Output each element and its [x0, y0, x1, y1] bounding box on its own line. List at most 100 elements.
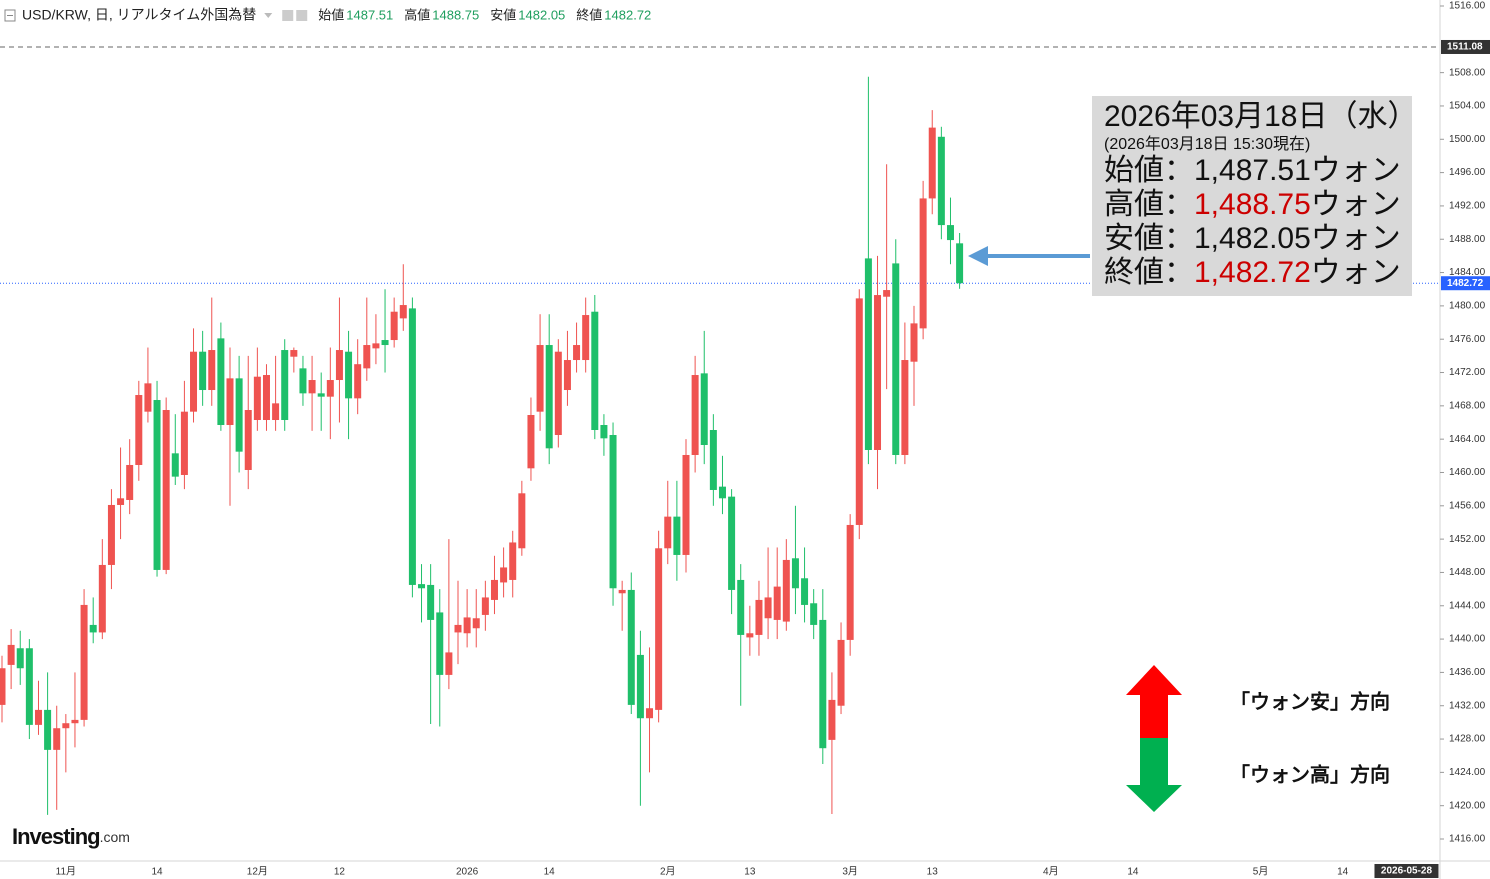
- candle-body: [536, 345, 544, 412]
- candle-body: [636, 654, 644, 719]
- info-rows: 始値：1,487.51ウォン高値：1,488.75ウォン安値：1,482.05ウ…: [1104, 154, 1401, 289]
- candle-body: [62, 723, 70, 729]
- info-row: 高値：1,488.75ウォン: [1104, 188, 1401, 221]
- price-badge: [1441, 276, 1490, 291]
- candle-body: [144, 383, 152, 412]
- ohlc-label: 始値: [318, 7, 344, 22]
- info-unit: ウォン: [1311, 154, 1401, 187]
- price-badge: [1441, 39, 1490, 54]
- candle-body: [117, 498, 125, 505]
- candle-body: [262, 375, 270, 421]
- candle-body: [509, 542, 517, 580]
- y-tick-label: 1448.00: [1449, 567, 1486, 578]
- candle-body: [436, 612, 444, 675]
- candle-body: [718, 486, 726, 499]
- candle-body: [7, 644, 15, 665]
- x-tick-label: 3月: [842, 866, 858, 878]
- collapse-icon[interactable]: [4, 9, 16, 22]
- candle-body: [345, 351, 353, 399]
- candle-body: [855, 298, 863, 525]
- x-tick-label: 14: [1127, 867, 1139, 878]
- candle-body: [317, 393, 325, 397]
- candle-body: [874, 295, 882, 450]
- candle-body: [919, 198, 927, 329]
- y-tick-label: 1460.00: [1449, 467, 1486, 478]
- candle-body: [326, 380, 334, 397]
- ohlc-value: 1487.51: [346, 7, 393, 22]
- y-tick-label: 1464.00: [1449, 434, 1486, 445]
- candle-body: [299, 368, 307, 394]
- logo: Investing.com: [12, 824, 130, 849]
- candle-body: [737, 579, 745, 635]
- y-tick-label: 1472.00: [1449, 367, 1486, 378]
- candle-body: [126, 464, 134, 500]
- candle-body: [53, 728, 61, 750]
- logo-suffix: .com: [100, 829, 130, 845]
- candle-body: [500, 567, 508, 583]
- y-tick-label: 1484.00: [1449, 267, 1486, 278]
- candle-body: [80, 604, 88, 720]
- y-tick-label: 1476.00: [1449, 334, 1486, 345]
- y-tick-label: 1440.00: [1449, 634, 1486, 645]
- price-badge-label: 1482.72: [1447, 278, 1484, 289]
- candle-body: [171, 453, 179, 477]
- candle-body: [545, 345, 553, 449]
- x-tick-label: 13: [927, 867, 939, 878]
- candle-body: [199, 351, 207, 391]
- ohlc-value: 1482.72: [604, 7, 651, 22]
- y-tick-label: 1468.00: [1449, 400, 1486, 411]
- logo-text: Investing: [12, 824, 100, 849]
- info-date: 2026年03月18日（水）: [1104, 100, 1417, 133]
- candle-body: [445, 652, 453, 675]
- candle-body: [34, 709, 42, 725]
- candle-body: [235, 378, 243, 452]
- y-tick-label: 1504.00: [1449, 101, 1486, 112]
- candle-body: [481, 597, 489, 615]
- y-tick-label: 1492.00: [1449, 201, 1486, 212]
- candle-body: [618, 589, 626, 594]
- candle-body: [272, 403, 280, 421]
- candle-body: [700, 373, 708, 445]
- candle-body: [691, 375, 699, 455]
- candle-body: [226, 378, 234, 426]
- candle-body: [791, 558, 799, 589]
- candle-body: [901, 360, 909, 455]
- x-badge: [1374, 864, 1439, 878]
- info-label: 始値：: [1104, 154, 1194, 187]
- annotation: 「ウォン高」方向: [1230, 762, 1390, 786]
- info-unit: ウォン: [1311, 222, 1401, 255]
- candle-body: [846, 524, 854, 640]
- candle-body: [107, 504, 115, 565]
- candle-body: [354, 364, 362, 399]
- y-tick-label: 1432.00: [1449, 700, 1486, 711]
- candle-body: [782, 559, 790, 622]
- candle-body: [490, 579, 498, 600]
- candle-body: [801, 578, 809, 605]
- candle-body: [810, 603, 818, 625]
- candle-body: [554, 351, 562, 435]
- candle-body: [308, 380, 316, 394]
- y-tick-label: 1488.00: [1449, 234, 1486, 245]
- ohlc-label: 高値: [404, 7, 430, 22]
- candle-body: [673, 516, 681, 555]
- candle-body: [682, 454, 690, 555]
- candle-body: [837, 639, 845, 706]
- x-tick-label: 14: [1337, 867, 1349, 878]
- y-tick-label: 1416.00: [1449, 834, 1486, 845]
- candle-body: [582, 315, 590, 361]
- down-arrow: [1126, 738, 1182, 812]
- candle-body: [335, 350, 343, 381]
- info-timestamp: (2026年03月18日 15:30現在): [1104, 135, 1310, 153]
- candle-body: [381, 340, 389, 346]
- y-tick-label: 1500.00: [1449, 134, 1486, 145]
- candle-body: [253, 376, 261, 421]
- y-tick-label: 1456.00: [1449, 500, 1486, 511]
- info-row: 安値：1,482.05ウォン: [1104, 222, 1401, 255]
- candle-body: [372, 343, 380, 349]
- info-value: 1,482.72: [1194, 256, 1311, 289]
- info-label: 高値：: [1104, 188, 1194, 221]
- candle-body: [408, 308, 416, 585]
- symbol: USD/KRW, 日, リアルタイム外国為替: [22, 7, 256, 23]
- candle-body: [399, 305, 407, 319]
- candle-body: [281, 350, 289, 421]
